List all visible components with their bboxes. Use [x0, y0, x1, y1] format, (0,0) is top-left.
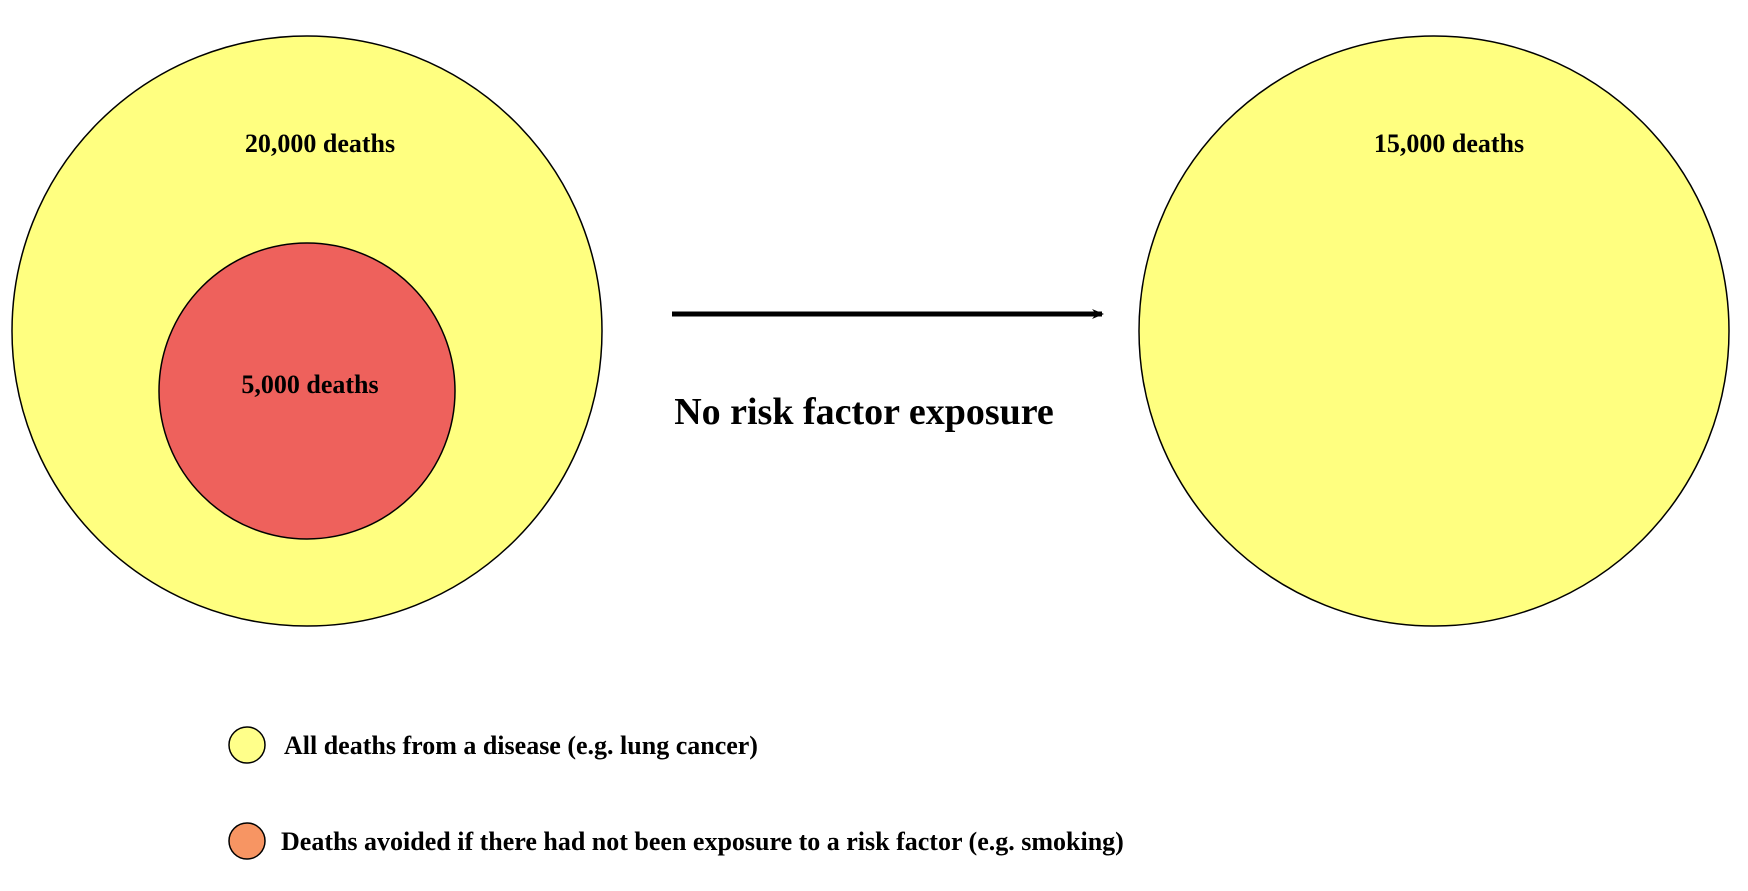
- transition-label: No risk factor exposure: [674, 391, 1054, 433]
- right-outer-label: 15,000 deaths: [1374, 129, 1524, 158]
- legend-label-avoided-deaths: Deaths avoided if there had not been exp…: [281, 827, 1124, 856]
- right-outer-circle: [1138, 35, 1730, 627]
- left-inner-label: 5,000 deaths: [241, 370, 378, 399]
- left-outer-label: 20,000 deaths: [245, 129, 395, 158]
- legend-swatch-avoided-deaths: [228, 822, 266, 860]
- transition: No risk factor exposure: [672, 309, 1104, 433]
- legend-item-all-deaths: All deaths from a disease (e.g. lung can…: [228, 726, 758, 764]
- legend-swatch-all-deaths: [228, 726, 266, 764]
- right-diagram: 15,000 deaths: [1138, 35, 1730, 627]
- legend: All deaths from a disease (e.g. lung can…: [228, 726, 1124, 860]
- left-diagram: 20,000 deaths 5,000 deaths: [11, 35, 603, 627]
- legend-label-all-deaths: All deaths from a disease (e.g. lung can…: [284, 731, 758, 760]
- left-inner-circle: [158, 242, 456, 540]
- legend-item-avoided-deaths: Deaths avoided if there had not been exp…: [228, 822, 1124, 860]
